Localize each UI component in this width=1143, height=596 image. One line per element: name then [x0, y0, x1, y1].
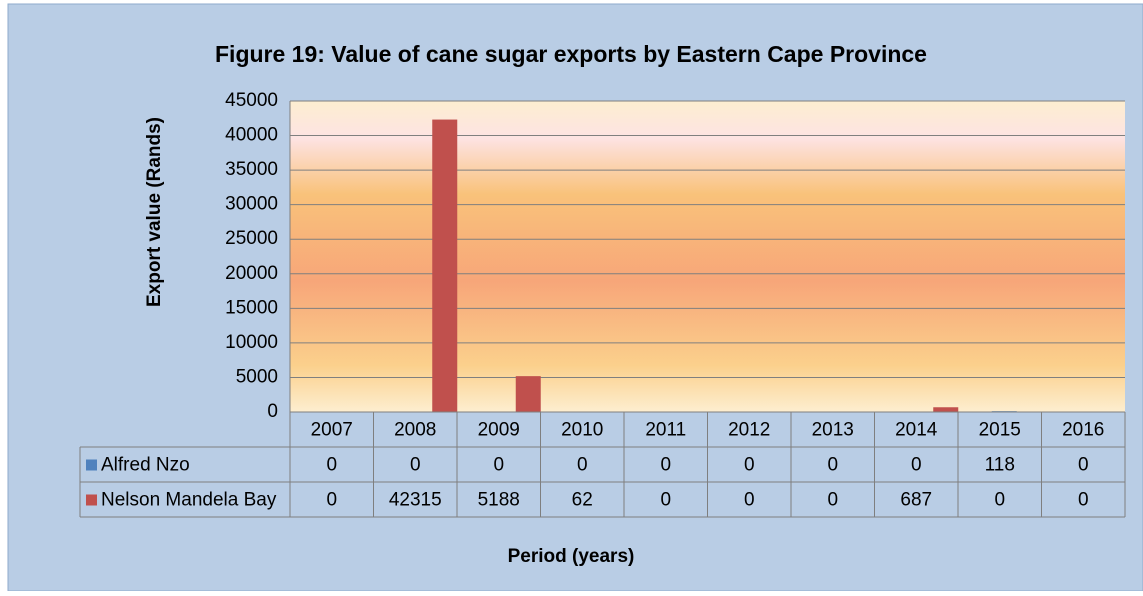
legend-label: Nelson Mandela Bay: [101, 490, 277, 511]
bar: [432, 120, 457, 412]
y-tick-label: 15000: [225, 297, 278, 318]
x-tick-label: 2015: [979, 420, 1021, 441]
x-axis-label: Period (years): [508, 546, 635, 567]
table-value: 42315: [389, 490, 442, 511]
x-tick-label: 2016: [1062, 420, 1104, 441]
x-tick-label: 2013: [812, 420, 854, 441]
bar: [933, 407, 958, 412]
table-value: 118: [985, 455, 1015, 476]
legend-label: Alfred Nzo: [101, 455, 190, 476]
table-value: 0: [410, 455, 421, 476]
y-tick-label: 40000: [225, 125, 278, 146]
table-value: 0: [660, 455, 671, 476]
y-axis-label: Export value (Rands): [144, 117, 165, 307]
x-tick-label: 2009: [478, 420, 520, 441]
x-tick-label: 2011: [645, 420, 686, 441]
y-tick-label: 45000: [225, 90, 278, 111]
table-value: 0: [827, 455, 838, 476]
y-tick-label: 10000: [225, 332, 278, 353]
y-tick-label: 0: [267, 401, 278, 422]
y-tick-label: 35000: [225, 159, 278, 180]
x-tick-label: 2010: [561, 420, 603, 441]
table-value: 0: [326, 455, 337, 476]
y-tick-label: 5000: [236, 366, 278, 387]
table-value: 0: [660, 490, 671, 511]
x-tick-label: 2014: [895, 420, 938, 441]
x-tick-label: 2012: [728, 420, 770, 441]
table-value: 0: [326, 490, 337, 511]
bar: [516, 376, 541, 412]
table-value: 0: [493, 455, 504, 476]
y-tick-label: 25000: [225, 228, 278, 249]
plot-area: [290, 101, 1125, 412]
table-value: 687: [900, 490, 932, 511]
legend-key: [86, 460, 97, 471]
x-tick-label: 2007: [311, 420, 353, 441]
table-value: 0: [994, 490, 1005, 511]
x-tick-label: 2008: [394, 420, 436, 441]
table-value: 62: [572, 490, 593, 511]
table-value: 0: [1078, 490, 1089, 511]
table-value: 0: [1078, 455, 1089, 476]
table-value: 0: [911, 455, 922, 476]
table-value: 5188: [478, 490, 520, 511]
table-value: 0: [744, 490, 755, 511]
table-value: 0: [827, 490, 838, 511]
chart-title: Figure 19: Value of cane sugar exports b…: [215, 41, 927, 67]
legend-key: [86, 495, 97, 506]
table-value: 0: [744, 455, 755, 476]
y-tick-label: 30000: [225, 194, 278, 215]
y-tick-label: 20000: [225, 263, 278, 284]
table-value: 0: [577, 455, 588, 476]
